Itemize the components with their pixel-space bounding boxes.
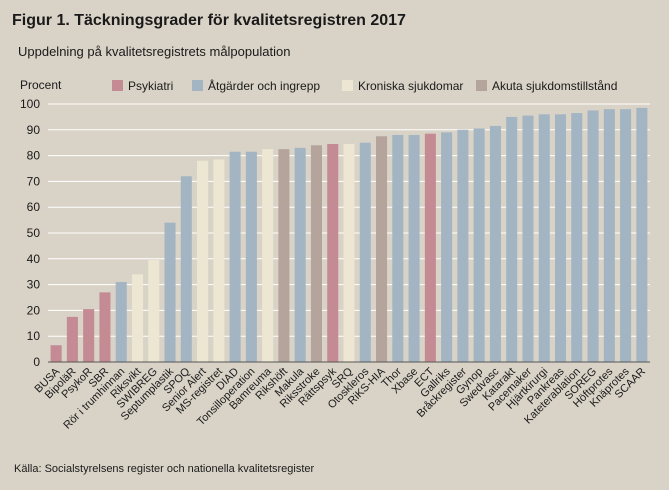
- bar: [441, 132, 453, 362]
- bar: [180, 176, 192, 362]
- source-note: Källa: Socialstyrelsens register och nat…: [14, 463, 315, 475]
- bar: [245, 151, 257, 362]
- y-tick-label: 90: [27, 123, 41, 137]
- bar: [603, 109, 615, 362]
- bar: [457, 129, 469, 362]
- bar: [408, 134, 420, 362]
- bar: [620, 109, 632, 362]
- y-tick-label: 100: [20, 97, 40, 111]
- bar: [262, 149, 274, 362]
- legend-label-akuta: Akuta sjukdomstillstånd: [492, 79, 617, 93]
- bar: [197, 160, 209, 362]
- y-tick-label: 60: [27, 200, 41, 214]
- y-tick-label: 30: [27, 278, 41, 292]
- bar: [115, 282, 127, 362]
- y-tick-label: 70: [27, 174, 41, 188]
- bar: [489, 125, 501, 363]
- bar: [213, 159, 225, 362]
- bar: [392, 134, 404, 362]
- bar: [294, 147, 306, 362]
- bar: [310, 145, 322, 362]
- bar: [587, 110, 599, 362]
- y-tick-label: 40: [27, 252, 41, 266]
- bar: [538, 114, 550, 362]
- bar: [359, 142, 371, 362]
- bar: [522, 115, 534, 362]
- legend-swatch-akuta: [476, 80, 487, 91]
- y-tick-label: 50: [27, 226, 41, 240]
- legend-swatch-psykiatri: [112, 80, 123, 91]
- page-title: Figur 1. Täckningsgrader för kvalitetsre…: [12, 12, 406, 29]
- bar: [636, 107, 648, 363]
- page-subtitle: Uppdelning på kvalitetsregistrets målpop…: [18, 44, 291, 59]
- bar: [66, 316, 78, 362]
- legend-label-kroniska: Kroniska sjukdomar: [358, 79, 463, 93]
- y-tick-label: 80: [27, 149, 41, 163]
- bar: [473, 128, 485, 362]
- y-tick-label: 0: [33, 355, 40, 369]
- legend-swatch-kroniska: [342, 80, 353, 91]
- bar: [99, 292, 111, 362]
- bar: [424, 133, 436, 362]
- bar: [554, 114, 567, 362]
- bar: [148, 260, 160, 362]
- bar: [506, 116, 518, 363]
- bar: [278, 149, 290, 362]
- legend-label-psykiatri: Psykiatri: [128, 79, 173, 93]
- y-axis-label: Procent: [20, 78, 62, 92]
- legend-label-atgarder: Åtgärder och ingrepp: [208, 78, 320, 93]
- bar: [229, 151, 241, 362]
- bars: [50, 107, 648, 363]
- bar: [571, 113, 583, 362]
- y-axis-ticks: 0 10 20 30 40 50 60 70 80 90 100: [20, 97, 40, 369]
- bar: [164, 222, 176, 362]
- bar: [50, 345, 62, 362]
- bar: [376, 136, 388, 362]
- bar: [83, 309, 95, 362]
- y-tick-label: 20: [27, 303, 41, 317]
- legend-swatch-atgarder: [192, 80, 203, 91]
- bar: [327, 143, 339, 362]
- bar: [131, 274, 144, 362]
- y-tick-label: 10: [27, 329, 41, 343]
- legend: Psykiatri Åtgärder och ingrepp Kroniska sj…: [112, 78, 617, 93]
- bar: [343, 143, 355, 362]
